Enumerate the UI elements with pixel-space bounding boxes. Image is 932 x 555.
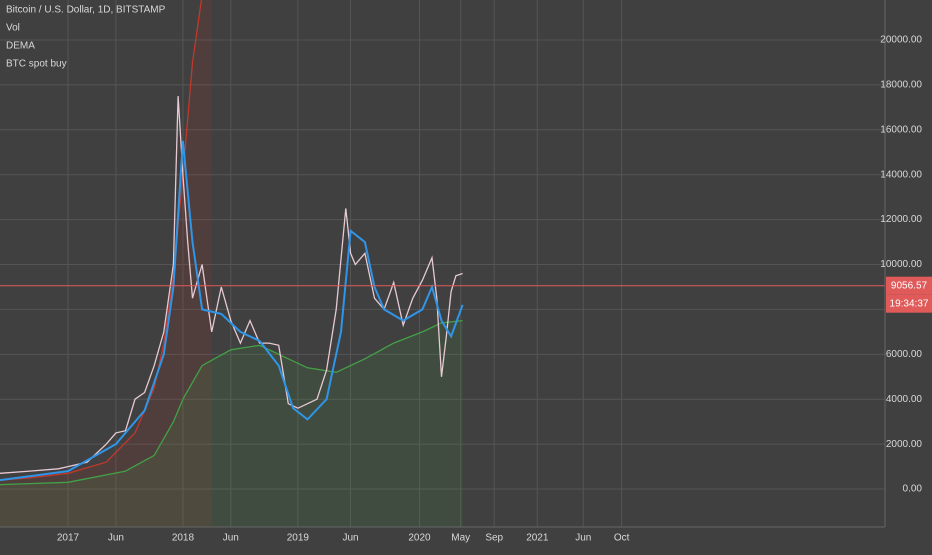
x-tick-label: 2018 — [172, 533, 195, 544]
countdown-label: 19:34:37 — [890, 298, 929, 309]
series-area — [0, 320, 463, 527]
x-tick-label: 2020 — [408, 533, 431, 544]
y-tick-label: 4000.00 — [886, 394, 923, 405]
y-tick-label: 0.00 — [903, 484, 923, 495]
x-tick-label: May — [451, 533, 470, 544]
y-tick-label: 10000.00 — [880, 259, 922, 270]
x-tick-label: Oct — [614, 533, 630, 544]
chart-title: Bitcoin / U.S. Dollar, 1D, BITSTAMP — [6, 5, 166, 16]
y-tick-label: 2000.00 — [886, 439, 923, 450]
y-tick-label: 12000.00 — [880, 214, 922, 225]
y-tick-label: 6000.00 — [886, 349, 923, 360]
series-area — [0, 0, 212, 527]
study-label: DEMA — [6, 41, 35, 52]
x-tick-label: Jun — [575, 533, 591, 544]
y-tick-label: 20000.00 — [880, 35, 922, 46]
last-price-box — [886, 276, 932, 295]
study-label: Vol — [6, 23, 20, 34]
last-price-label: 9056.57 — [891, 280, 928, 291]
countdown-box — [886, 294, 932, 313]
x-tick-label: Sep — [485, 533, 503, 544]
x-tick-label: 2021 — [526, 533, 549, 544]
series-line — [0, 140, 464, 482]
study-label: BTC spot buy — [6, 59, 67, 70]
y-tick-label: 18000.00 — [880, 80, 922, 91]
x-tick-label: 2019 — [287, 533, 310, 544]
series-line — [0, 96, 463, 474]
y-tick-label: 14000.00 — [880, 169, 922, 180]
y-tick-label: 16000.00 — [880, 124, 922, 135]
x-tick-label: Jun — [342, 533, 358, 544]
x-tick-label: Jun — [108, 533, 124, 544]
x-tick-label: Jun — [223, 533, 239, 544]
series-line — [0, 319, 463, 486]
x-tick-label: 2017 — [57, 533, 80, 544]
